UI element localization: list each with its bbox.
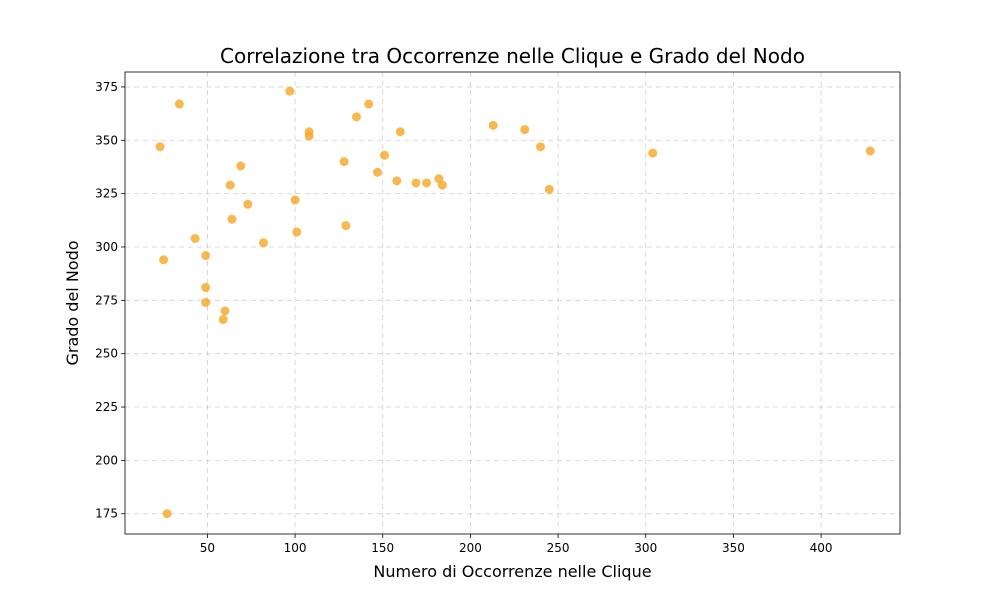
plot-frame <box>124 71 901 535</box>
y-axis-label: Grado del Nodo <box>63 240 82 365</box>
x-tick-label: 300 <box>634 541 657 555</box>
x-tick-label: 350 <box>722 541 745 555</box>
scatter-point <box>220 306 230 316</box>
scatter-point <box>339 157 349 167</box>
scatter-point <box>520 125 530 135</box>
x-axis-label: Numero di Occorrenze nelle Clique <box>373 562 651 581</box>
scatter-point <box>422 178 432 188</box>
x-tick-label: 100 <box>284 541 307 555</box>
scatter-point <box>174 99 184 109</box>
y-tick-label: 350 <box>95 133 118 147</box>
scatter-point <box>227 214 237 224</box>
scatter-point <box>159 255 169 265</box>
y-tick-label: 250 <box>95 347 118 361</box>
scatter-point <box>218 315 228 325</box>
scatter-point <box>544 184 554 194</box>
scatter-point <box>225 180 235 190</box>
y-tick-label: 325 <box>95 187 118 201</box>
scatter-point <box>351 112 361 122</box>
scatter-point <box>201 283 211 293</box>
scatter-point <box>201 297 211 307</box>
scatter-point <box>155 142 165 152</box>
x-tick-label: 50 <box>200 541 215 555</box>
scatter-point <box>243 199 253 209</box>
scatter-point <box>488 120 498 130</box>
y-tick-label: 375 <box>95 80 118 94</box>
x-tick-label: 250 <box>547 541 570 555</box>
x-tick-label: 150 <box>371 541 394 555</box>
scatter-point <box>648 148 658 158</box>
scatter-point <box>364 99 374 109</box>
scatter-point <box>201 251 211 261</box>
scatter-point <box>259 238 269 248</box>
data-points <box>155 86 875 519</box>
axis-ticks: 50 100 150 200 250 300 350 400 175 200 225 250 275 30… <box>95 80 832 555</box>
scatter-point <box>341 221 351 231</box>
chart-title: Correlazione tra Occorrenze nelle Clique… <box>220 44 805 68</box>
scatter-point <box>372 167 382 177</box>
scatter-point <box>236 161 246 171</box>
scatter-point <box>380 150 390 160</box>
scatter-point <box>304 131 314 141</box>
x-tick-label: 200 <box>459 541 482 555</box>
scatter-point <box>285 86 295 96</box>
y-tick-label: 275 <box>95 293 118 307</box>
y-tick-label: 175 <box>95 507 118 521</box>
scatter-point <box>190 233 200 243</box>
scatter-point <box>411 178 421 188</box>
y-tick-label: 300 <box>95 240 118 254</box>
scatter-point <box>865 146 875 156</box>
grid <box>125 72 900 534</box>
y-tick-label: 225 <box>95 400 118 414</box>
scatter-point <box>395 127 405 137</box>
scatter-point <box>437 180 447 190</box>
x-tick-label: 400 <box>810 541 833 555</box>
scatter-point <box>162 509 172 519</box>
scatter-point <box>536 142 546 152</box>
scatter-point <box>290 195 300 205</box>
scatter-point <box>392 176 402 186</box>
y-tick-label: 200 <box>95 453 118 467</box>
scatter-point <box>292 227 302 237</box>
